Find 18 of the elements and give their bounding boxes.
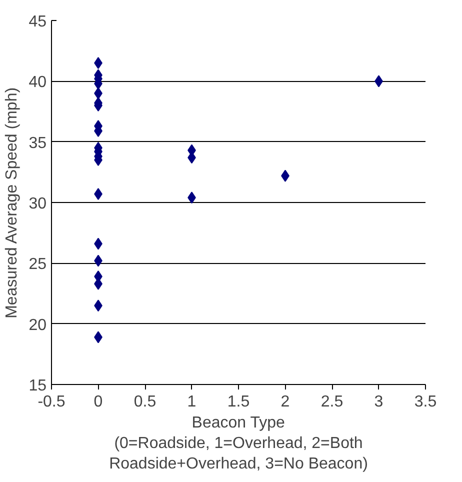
- y-tick-label: 40: [28, 74, 47, 92]
- y-tick-label: 30: [28, 196, 47, 212]
- y-tick-label: 35: [28, 134, 47, 152]
- x-tick-label: 1: [187, 394, 196, 410]
- y-tick-label: 20: [28, 316, 47, 334]
- x-tick-label: 0: [94, 394, 103, 410]
- x-tick-label: 3.5: [414, 394, 437, 410]
- x-tick-label: 1.5: [227, 394, 250, 410]
- y-tick-label: 15: [28, 378, 47, 394]
- x-axis-title: Beacon Type (0=Roadside, 1=Overhead, 2=Both Roadside+Overhead, 3=No Beacon): [109, 414, 368, 472]
- y-tick-label: 25: [28, 256, 47, 274]
- x-tick-label: -0.5: [38, 394, 66, 410]
- x-tick-label: 2.5: [320, 394, 344, 410]
- y-tick-label: 45: [28, 14, 47, 30]
- x-tick-label: 3: [374, 394, 384, 410]
- y-axis-title: Measured Average Speed (mph): [4, 87, 21, 318]
- x-tick-label: 0.5: [134, 394, 156, 410]
- x-tick-label: 2: [280, 394, 290, 410]
